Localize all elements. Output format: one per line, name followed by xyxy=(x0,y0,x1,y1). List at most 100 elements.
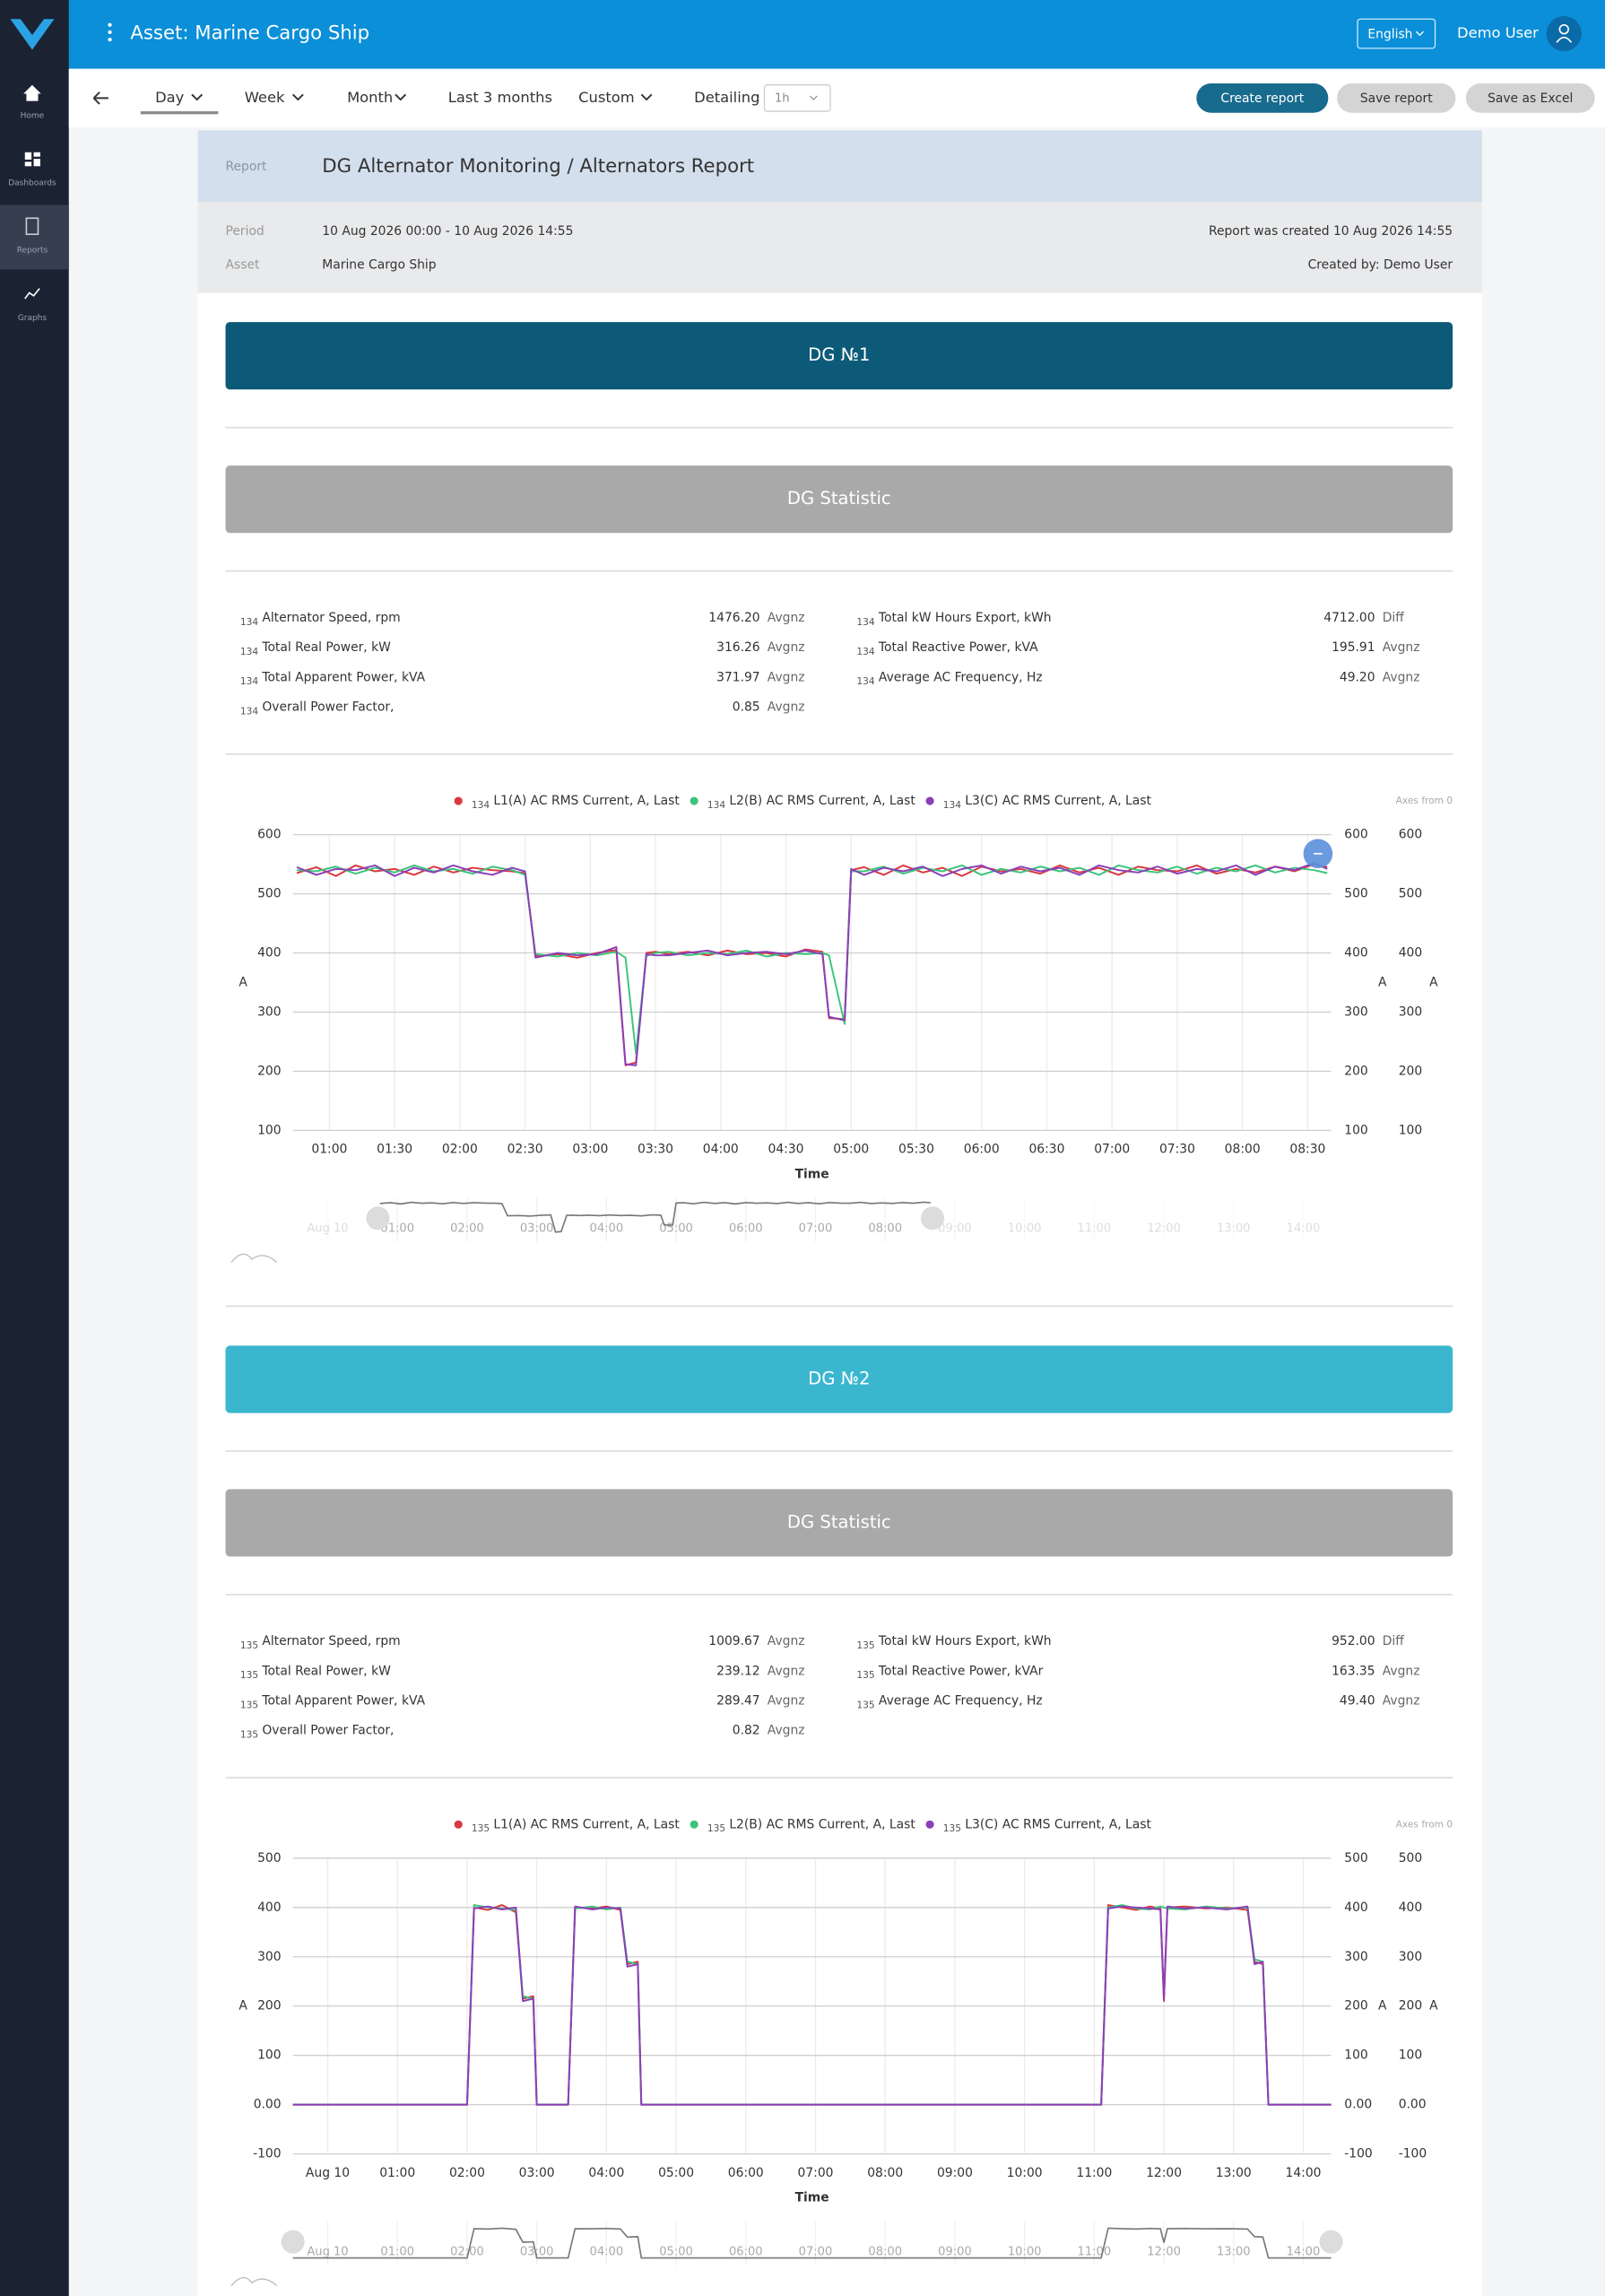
sidebar-dashboards[interactable]: Dashboards xyxy=(8,152,56,188)
navigator-icon[interactable] xyxy=(230,1253,278,1263)
user-name[interactable]: Demo User xyxy=(1457,24,1539,41)
x-tick-label: 08:00 xyxy=(1225,1143,1261,1157)
detailing-select[interactable]: 1h xyxy=(763,84,831,112)
navigator-handle[interactable] xyxy=(366,1206,390,1231)
navigator-tick-label: 09:00 xyxy=(938,2246,972,2259)
menu-dots[interactable] xyxy=(108,22,112,42)
home-icon xyxy=(23,84,41,101)
x-tick-label: 05:00 xyxy=(833,1143,869,1157)
legend-label[interactable]: L1(A) AC RMS Current, A, Last xyxy=(493,794,680,808)
statistic-banner xyxy=(225,1489,1453,1557)
avatar[interactable] xyxy=(1546,15,1582,52)
navigator-tick-label: 07:00 xyxy=(799,1222,833,1235)
info-value: 10 Aug 2026 00:00 - 10 Aug 2026 14:55 xyxy=(322,224,573,239)
sidebar-graphs[interactable]: Graphs xyxy=(18,288,48,323)
navigator-tick-label: Aug 10 xyxy=(307,2246,348,2259)
legend-label[interactable]: L2(B) AC RMS Current, A, Last xyxy=(729,1817,915,1831)
stat-name: Total Real Power, kW xyxy=(261,640,391,655)
dashboards-icon xyxy=(24,161,32,167)
legend-prefix[interactable]: 134 xyxy=(943,799,962,811)
stat-name: Total Real Power, kW xyxy=(261,1664,391,1678)
x-tick-label: 04:00 xyxy=(703,1143,739,1157)
period-tab[interactable]: Last 3 months xyxy=(448,89,552,106)
stat-name: Total Apparent Power, kVA xyxy=(261,670,425,684)
x-tick-label: 03:30 xyxy=(638,1143,673,1157)
sidebar-reports[interactable]: Reports xyxy=(0,204,69,270)
x-tick-label: 02:00 xyxy=(442,1143,478,1157)
legend-marker[interactable] xyxy=(925,1820,934,1829)
y2-tick-label: 300 xyxy=(1344,1950,1367,1964)
create-report-button[interactable]: Create report xyxy=(1196,83,1329,113)
legend-marker[interactable] xyxy=(454,796,463,805)
section-title: DG №1 xyxy=(808,344,870,365)
legend-prefix[interactable]: 134 xyxy=(707,799,726,811)
legend-marker[interactable] xyxy=(454,1820,463,1829)
y3-tick-label: 500 xyxy=(1399,887,1422,901)
stat-value: 289.47 xyxy=(716,1693,760,1708)
sidebar-label: Dashboards xyxy=(8,179,56,188)
navigator-handle[interactable] xyxy=(920,1206,945,1231)
y2-tick-label: 500 xyxy=(1344,887,1367,901)
stat-name: Total Apparent Power, kVA xyxy=(261,1693,425,1708)
y2-axis-label: A xyxy=(1378,1999,1387,2013)
y3-tick-label: 100 xyxy=(1399,1123,1422,1137)
x-axis-label: Time xyxy=(795,1167,829,1181)
period-tab[interactable]: Custom xyxy=(578,89,635,106)
legend-marker[interactable] xyxy=(690,796,698,805)
legend-prefix[interactable]: 135 xyxy=(943,1822,961,1834)
stat-name: Alternator Speed, rpm xyxy=(262,1634,400,1648)
navigator-handle[interactable] xyxy=(1319,2230,1343,2254)
x-tick-label: 06:00 xyxy=(728,2166,764,2180)
stat-prefix: 135 xyxy=(240,1639,258,1651)
sidebar-label: Home xyxy=(21,111,45,120)
navigator-icon[interactable] xyxy=(230,2276,278,2287)
y2-tick-label: 100 xyxy=(1344,1123,1367,1137)
x-tick-label: 14:00 xyxy=(1286,2166,1322,2180)
statistic-title: DG Statistic xyxy=(787,1511,891,1532)
stat-value: 1476.20 xyxy=(708,611,759,625)
info-label: Asset xyxy=(226,258,260,273)
dashboards-icon xyxy=(24,152,32,160)
stat-name: Total Reactive Power, kVA xyxy=(878,640,1038,655)
language-select[interactable]: English xyxy=(1357,18,1436,49)
navigator-handle[interactable] xyxy=(281,2230,305,2254)
save-report-button[interactable]: Save report xyxy=(1337,83,1456,113)
stat-value: 195.91 xyxy=(1332,640,1375,655)
period-tab[interactable]: Day xyxy=(155,89,185,106)
back-arrow[interactable] xyxy=(92,91,108,105)
legend-prefix[interactable]: 135 xyxy=(472,1822,490,1834)
period-tab[interactable]: Week xyxy=(245,89,285,106)
legend-marker[interactable] xyxy=(690,1820,698,1829)
stat-prefix: 135 xyxy=(856,1699,874,1710)
navigator-tick-label: 11:00 xyxy=(1078,2246,1112,2259)
sidebar-home[interactable]: Home xyxy=(21,84,45,121)
axes-note: Axes from 0 xyxy=(1396,1818,1453,1830)
stat-value: 49.20 xyxy=(1340,670,1375,684)
x-tick-label: 11:00 xyxy=(1076,2166,1112,2180)
info-value: Marine Cargo Ship xyxy=(322,258,436,273)
period-tab[interactable]: Month xyxy=(347,89,393,106)
report-title: DG Alternator Monitoring / Alternators R… xyxy=(322,155,754,178)
logo[interactable] xyxy=(10,19,55,50)
navigator-tick-label: 04:00 xyxy=(590,2246,624,2259)
legend-prefix[interactable]: 135 xyxy=(707,1822,725,1834)
x-tick-label: 07:00 xyxy=(798,2166,834,2180)
legend-marker[interactable] xyxy=(925,796,934,805)
stat-aggregation: Avgnz xyxy=(768,1724,805,1738)
navigator-tick-label: 05:00 xyxy=(659,2246,693,2259)
x-tick-label: 13:00 xyxy=(1216,2166,1252,2180)
y3-tick-label: 600 xyxy=(1399,828,1422,842)
save-excel-button[interactable]: Save as Excel xyxy=(1465,83,1595,113)
navigator-tick-label: 13:00 xyxy=(1217,2246,1251,2259)
y3-tick-label: 0.00 xyxy=(1399,2098,1427,2112)
navigator-tick-label: 03:00 xyxy=(520,2246,554,2259)
x-tick-label: 01:00 xyxy=(311,1143,347,1157)
legend-label[interactable]: L2(B) AC RMS Current, A, Last xyxy=(729,794,915,808)
legend-prefix[interactable]: 134 xyxy=(472,799,490,811)
legend-label[interactable]: L1(A) AC RMS Current, A, Last xyxy=(493,1817,680,1831)
legend-label[interactable]: L3(C) AC RMS Current, A, Last xyxy=(965,1817,1151,1831)
select-box xyxy=(1357,18,1436,49)
legend-label[interactable]: L3(C) AC RMS Current, A, Last xyxy=(965,794,1151,808)
y-tick-label: 0.00 xyxy=(254,2098,282,2112)
